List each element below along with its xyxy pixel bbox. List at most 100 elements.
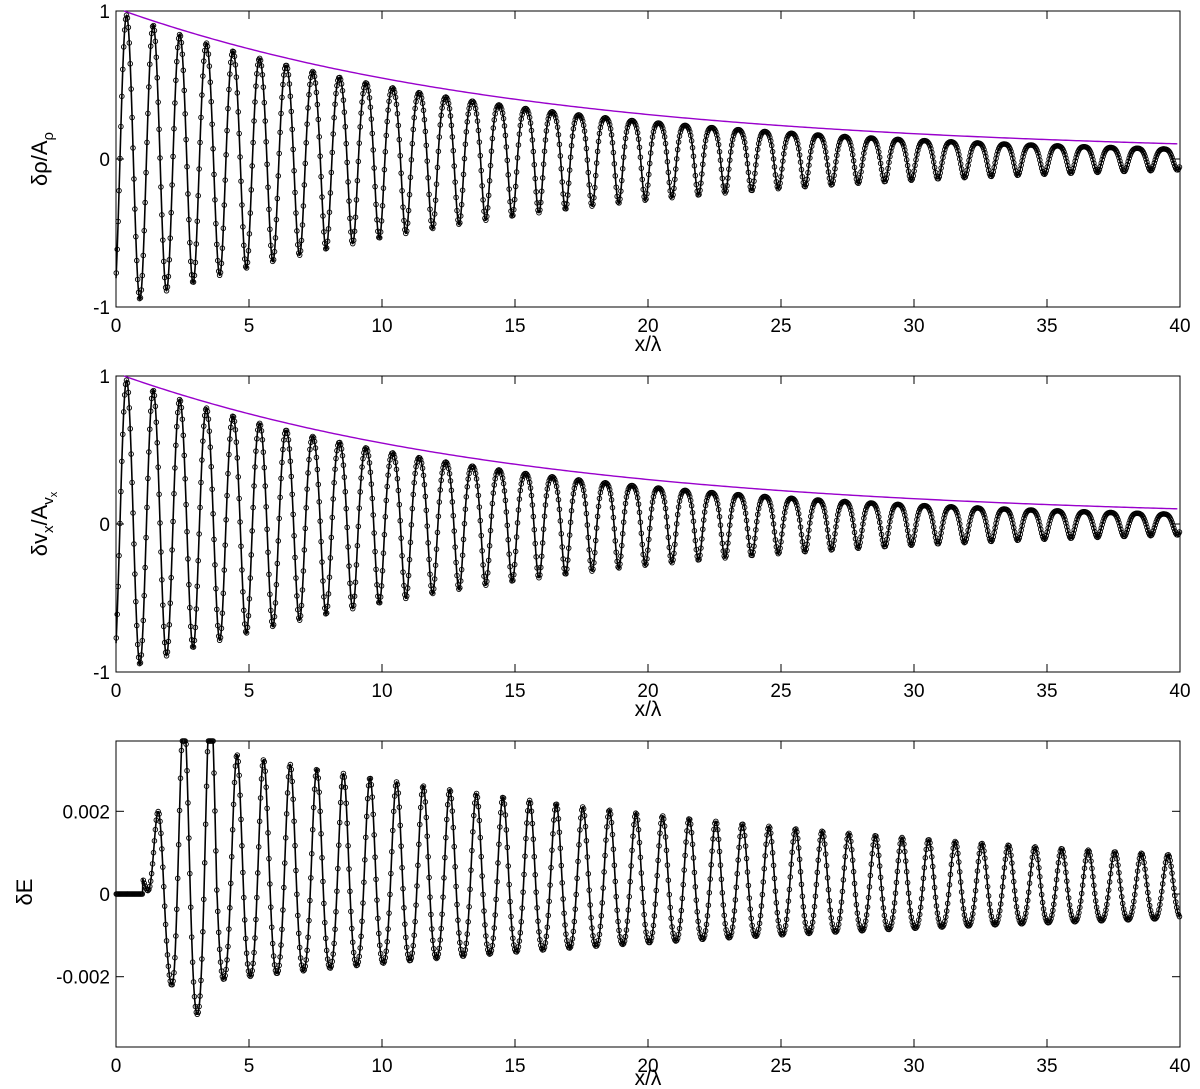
data-point [138,652,145,658]
data-point [541,513,548,519]
data-point [478,532,484,539]
data-point [1020,153,1026,160]
data-point [346,563,352,569]
x-tick-label: 5 [244,681,255,702]
data-point [595,937,602,944]
data-point [651,913,658,919]
data-point [301,547,308,553]
data-point [1140,854,1146,861]
y-tick-label: 0 [99,150,110,171]
data-point [166,622,173,628]
data-point [412,105,418,112]
data-point [200,73,206,79]
data-point [568,142,575,149]
x-tick-label: 40 [1169,1056,1190,1077]
data-point [140,252,147,259]
data-point [267,881,273,887]
data-point [131,176,137,182]
data-point [214,241,220,248]
data-point [778,539,784,545]
data-point [214,257,221,264]
data-point [453,194,459,201]
data-point [502,812,509,818]
data-point [901,508,907,515]
data-point [771,164,778,170]
data-point [326,209,333,215]
data-point [252,935,258,941]
data-point [249,163,255,169]
data-point [130,145,136,151]
data-point [660,813,666,819]
data-point [532,175,538,182]
data-point [214,622,221,629]
x-tick-label: 20 [637,681,658,702]
data-point [670,557,676,563]
data-point [409,505,416,512]
data-point [303,140,309,146]
data-point [199,956,205,962]
data-point [1106,879,1113,885]
data-point [679,895,686,902]
data-point [234,455,241,461]
data-point [1124,526,1131,533]
data-point [510,577,516,584]
data-point [207,79,214,85]
data-point [211,171,217,178]
data-point [164,952,171,958]
data-point [604,824,610,830]
data-point [150,22,157,29]
data-point [311,73,318,80]
data-point [157,818,163,825]
data-point [253,448,259,454]
data-point [159,577,165,583]
data-point [275,538,282,544]
data-point [233,74,240,80]
data-point [957,521,963,527]
data-point [1038,165,1045,172]
data-point [1171,160,1177,166]
data-point [716,848,723,855]
data-point [557,845,564,851]
data-point [277,129,283,136]
data-point [459,187,466,193]
data-point [283,811,290,817]
data-point [182,111,188,117]
data-point [437,122,444,128]
data-point [552,476,558,483]
data-point [1169,519,1175,526]
data-point [226,926,232,932]
data-point [583,145,590,152]
data-point [434,164,441,171]
data-point [347,888,353,895]
data-point [749,552,755,559]
data-point [319,194,325,200]
data-point [611,862,618,869]
data-point [741,832,748,839]
data-point [164,284,171,290]
data-point [204,408,211,415]
data-point [715,506,722,513]
x-tick-label: 30 [903,681,924,702]
data-point [191,272,198,279]
data-point [338,81,345,87]
data-point [338,784,345,790]
data-point [300,568,307,574]
data-point [386,910,392,916]
data-point [1034,512,1040,519]
y-axis-label: δE [12,879,37,906]
data-point [613,893,619,900]
data-point [540,526,547,532]
data-point [433,181,440,187]
data-point [218,625,225,632]
data-point [289,778,295,785]
data-point [449,499,456,505]
data-point [227,71,233,77]
data-point [423,507,430,514]
data-point [510,212,516,219]
data-point [783,916,790,923]
data-point [307,446,313,453]
data-point [758,903,765,909]
data-point [240,869,246,876]
data-point [707,876,713,882]
data-point [143,534,149,541]
